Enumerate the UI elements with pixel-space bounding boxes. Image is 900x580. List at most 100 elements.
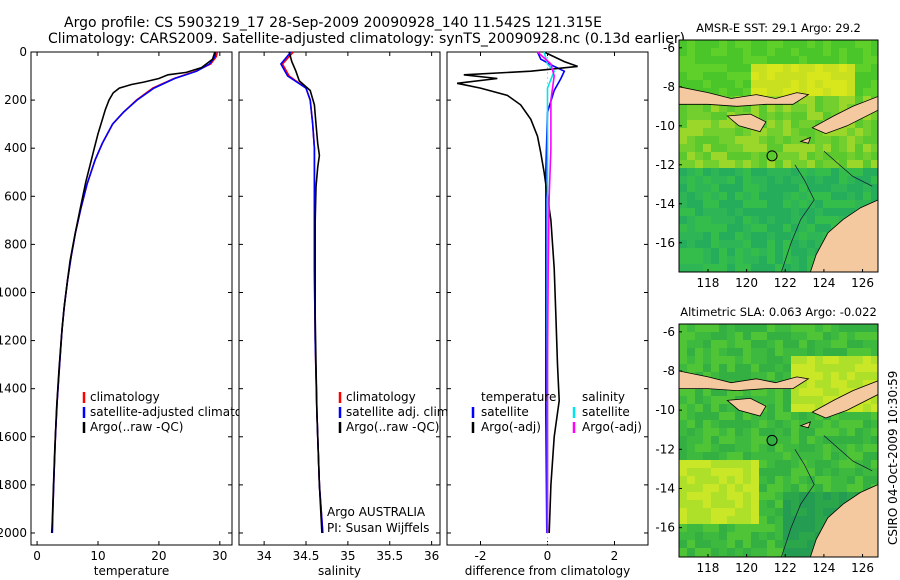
ocean-cell: [719, 516, 727, 524]
ocean-cell: [871, 184, 878, 192]
ocean-cell: [679, 364, 687, 372]
ocean-cell: [751, 516, 759, 524]
ocean-cell: [791, 200, 799, 208]
ocean-cell: [759, 540, 767, 548]
ocean-cell: [767, 356, 775, 364]
ocean-cell: [863, 468, 871, 476]
ocean-cell: [847, 88, 855, 96]
ocean-cell: [759, 476, 767, 484]
ocean-cell: [679, 412, 687, 420]
ocean-cell: [855, 48, 863, 56]
ocean-cell: [783, 516, 791, 524]
ocean-cell: [815, 476, 823, 484]
map_sst-title: AMSR-E SST: 29.1 Argo: 29.2: [696, 21, 861, 35]
ocean-cell: [823, 356, 831, 364]
ocean-cell: [791, 476, 799, 484]
ocean-cell: [831, 160, 839, 168]
ocean-cell: [687, 152, 695, 160]
ocean-cell: [807, 444, 815, 452]
ocean-cell: [823, 80, 831, 88]
ocean-cell: [687, 200, 695, 208]
ocean-cell: [727, 548, 735, 556]
ocean-cell: [695, 72, 703, 80]
ocean-cell: [759, 232, 767, 240]
ocean-cell: [871, 176, 878, 184]
ocean-cell: [775, 340, 783, 348]
ocean-cell: [679, 428, 687, 436]
ocean-cell: [831, 88, 839, 96]
ocean-cell: [775, 184, 783, 192]
depth-tick-label: 1000: [0, 285, 27, 299]
ocean-cell: [839, 88, 847, 96]
ocean-cell: [711, 516, 719, 524]
ocean-cell: [735, 468, 743, 476]
ocean-cell: [871, 476, 878, 484]
ocean-cell: [871, 460, 878, 468]
ocean-cell: [847, 152, 855, 160]
ocean-cell: [695, 436, 703, 444]
ocean-cell: [719, 48, 727, 56]
ocean-cell: [743, 540, 751, 548]
ocean-cell: [847, 324, 855, 332]
ocean-cell: [807, 120, 815, 128]
ocean-cell: [695, 516, 703, 524]
ocean-cell: [679, 492, 687, 500]
ocean-cell: [855, 332, 863, 340]
ocean-cell: [703, 516, 711, 524]
ocean-cell: [695, 340, 703, 348]
ocean-cell: [751, 200, 759, 208]
ocean-cell: [839, 40, 847, 48]
legend-label: salinity: [582, 390, 625, 404]
ocean-cell: [703, 420, 711, 428]
ocean-cell: [799, 372, 807, 380]
ocean-cell: [711, 428, 719, 436]
ocean-cell: [759, 176, 767, 184]
ocean-cell: [791, 64, 799, 72]
ocean-cell: [719, 404, 727, 412]
depth-tick-label: 1400: [0, 382, 27, 396]
ocean-cell: [735, 256, 743, 264]
ocean-cell: [775, 176, 783, 184]
ocean-cell: [775, 168, 783, 176]
ocean-cell: [703, 56, 711, 64]
ocean-cell: [799, 192, 807, 200]
ocean-cell: [775, 452, 783, 460]
ocean-cell: [695, 476, 703, 484]
ocean-cell: [767, 532, 775, 540]
ocean-cell: [687, 40, 695, 48]
ocean-cell: [807, 412, 815, 420]
ocean-cell: [823, 436, 831, 444]
ocean-cell: [831, 104, 839, 112]
ocean-cell: [823, 184, 831, 192]
ocean-cell: [839, 136, 847, 144]
ocean-cell: [799, 248, 807, 256]
ocean-cell: [679, 396, 687, 404]
ocean-cell: [767, 524, 775, 532]
ocean-cell: [743, 508, 751, 516]
ocean-cell: [855, 144, 863, 152]
ocean-cell: [679, 444, 687, 452]
depth-tick-label: 200: [4, 93, 27, 107]
ocean-cell: [775, 460, 783, 468]
ocean-cell: [679, 436, 687, 444]
ocean-cell: [767, 152, 775, 160]
ocean-cell: [799, 184, 807, 192]
ocean-cell: [735, 516, 743, 524]
ocean-cell: [847, 40, 855, 48]
ocean-cell: [847, 444, 855, 452]
ocean-cell: [847, 80, 855, 88]
ocean-cell: [703, 152, 711, 160]
ocean-cell: [727, 264, 735, 272]
ocean-cell: [679, 192, 687, 200]
ocean-cell: [751, 240, 759, 248]
ocean-cell: [815, 452, 823, 460]
ocean-cell: [791, 516, 799, 524]
ocean-cell: [743, 136, 751, 144]
ocean-cell: [775, 72, 783, 80]
ocean-cell: [711, 348, 719, 356]
ocean-cell: [703, 248, 711, 256]
ocean-cell: [823, 492, 831, 500]
ocean-cell: [815, 160, 823, 168]
ocean-cell: [679, 468, 687, 476]
map_sst-xtick-label: 120: [735, 276, 758, 290]
